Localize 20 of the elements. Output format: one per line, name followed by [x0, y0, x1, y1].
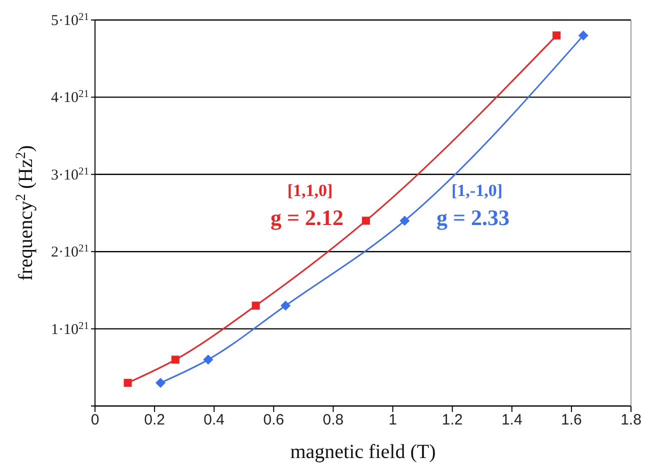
x-tick-label: 1.2: [442, 412, 463, 429]
series-label: [1,1,0]: [287, 181, 333, 200]
annotation: g = 2.33: [436, 205, 510, 230]
y-tick-label: 4·10$^{21}$: [51, 88, 89, 106]
y-tick-label: 1·10$^{21}$: [51, 320, 89, 338]
y-tick-label: 5·10$^{21}$: [51, 12, 89, 29]
x-tick-label: 1: [388, 412, 397, 429]
x-tick-label: 0.2: [144, 412, 165, 429]
x-tick-label: 0.8: [322, 412, 344, 429]
x-tick-label: 1.8: [620, 412, 642, 429]
x-tick-label: 1.6: [561, 412, 582, 429]
y-tick-label: 2·10$^{21}$: [51, 243, 89, 261]
y-tick-label: 3·10$^{21}$: [51, 166, 89, 184]
x-axis-title: magnetic field (T): [290, 441, 436, 463]
x-tick-label: 0: [90, 412, 100, 429]
x-tick-label: 0.6: [263, 412, 284, 429]
x-tick-label: 0.4: [204, 412, 225, 429]
annotation: g = 2.12: [270, 205, 344, 230]
x-tick-label: 1.4: [501, 412, 522, 429]
series-label: [1,-1,0]: [452, 181, 502, 200]
